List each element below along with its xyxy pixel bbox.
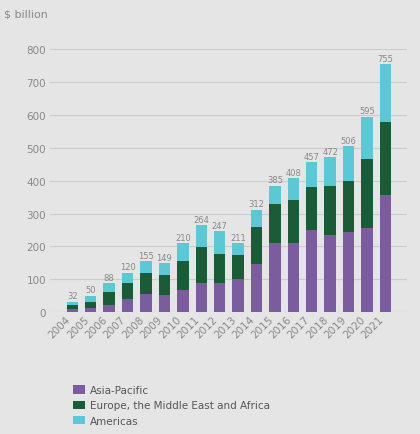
Bar	[214, 283, 226, 312]
Bar	[85, 296, 97, 302]
Bar	[306, 230, 318, 312]
Text: 120: 120	[120, 263, 136, 272]
Text: 385: 385	[267, 176, 283, 185]
Text: $ billion: $ billion	[4, 9, 48, 19]
Bar	[343, 181, 354, 232]
Bar	[361, 117, 373, 160]
Text: 595: 595	[359, 107, 375, 116]
Text: 408: 408	[286, 168, 301, 178]
Text: 457: 457	[304, 152, 320, 161]
Bar	[269, 186, 281, 204]
Bar	[140, 262, 152, 273]
Text: 247: 247	[212, 221, 228, 230]
Text: 88: 88	[104, 273, 115, 282]
Bar	[288, 179, 299, 201]
Bar	[196, 226, 207, 247]
Bar	[343, 232, 354, 312]
Bar	[269, 204, 281, 243]
Bar	[380, 122, 391, 196]
Legend: Asia-Pacific, Europe, the Middle East and Africa, Americas: Asia-Pacific, Europe, the Middle East an…	[74, 385, 270, 426]
Bar	[103, 283, 115, 292]
Bar	[159, 296, 170, 312]
Text: 755: 755	[378, 55, 394, 63]
Text: 155: 155	[138, 251, 154, 260]
Bar	[67, 302, 78, 305]
Bar	[325, 186, 336, 235]
Bar	[325, 158, 336, 186]
Text: 264: 264	[193, 216, 209, 224]
Bar	[251, 264, 262, 312]
Bar	[214, 231, 226, 255]
Bar	[67, 305, 78, 309]
Bar	[122, 273, 133, 283]
Bar	[306, 163, 318, 188]
Text: 472: 472	[322, 148, 338, 156]
Bar	[251, 228, 262, 264]
Text: 312: 312	[249, 200, 265, 209]
Bar	[122, 299, 133, 312]
Bar	[196, 283, 207, 312]
Bar	[140, 294, 152, 312]
Bar	[196, 247, 207, 283]
Bar	[269, 243, 281, 312]
Bar	[177, 290, 189, 312]
Bar	[122, 283, 133, 299]
Bar	[67, 309, 78, 312]
Bar	[361, 160, 373, 229]
Text: 32: 32	[67, 292, 78, 301]
Bar	[103, 305, 115, 312]
Text: 506: 506	[341, 136, 357, 145]
Bar	[177, 243, 189, 261]
Bar	[85, 302, 97, 308]
Bar	[343, 147, 354, 181]
Bar	[232, 279, 244, 312]
Bar	[288, 243, 299, 312]
Bar	[361, 229, 373, 312]
Bar	[159, 276, 170, 296]
Bar	[325, 235, 336, 312]
Bar	[232, 256, 244, 279]
Bar	[177, 261, 189, 290]
Text: 210: 210	[175, 233, 191, 242]
Bar	[159, 263, 170, 276]
Bar	[251, 210, 262, 228]
Bar	[214, 255, 226, 283]
Text: 149: 149	[157, 253, 172, 262]
Text: 50: 50	[86, 286, 96, 295]
Bar	[85, 308, 97, 312]
Bar	[380, 196, 391, 312]
Text: 211: 211	[230, 233, 246, 242]
Bar	[103, 292, 115, 305]
Bar	[140, 273, 152, 294]
Bar	[288, 201, 299, 243]
Bar	[306, 188, 318, 230]
Bar	[380, 65, 391, 122]
Bar	[232, 243, 244, 256]
